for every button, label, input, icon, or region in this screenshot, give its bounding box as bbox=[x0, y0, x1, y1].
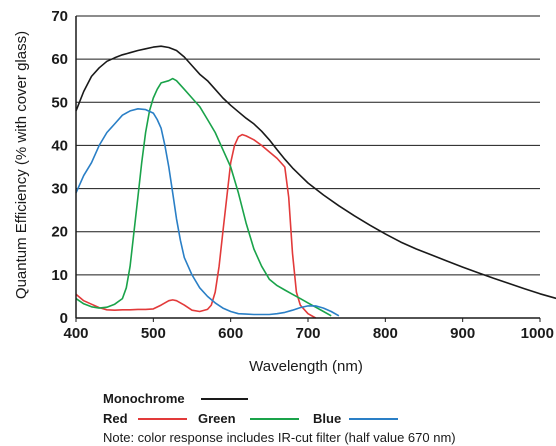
legend-blue-label: Blue bbox=[313, 411, 341, 426]
legend-green-label: Green bbox=[198, 411, 236, 426]
y-tick-label-60: 60 bbox=[51, 51, 68, 68]
axes bbox=[75, 16, 540, 319]
y-tick-label-0: 0 bbox=[60, 310, 68, 327]
y-tick-label-70: 70 bbox=[51, 8, 68, 25]
tick-labels: 0 10 20 30 40 50 60 70 400 500 600 700 800 900 1000 bbox=[51, 8, 554, 342]
x-tick-label-1000: 1000 bbox=[521, 325, 554, 342]
x-tick-label-700: 700 bbox=[295, 325, 320, 342]
x-tick-label-600: 600 bbox=[218, 325, 243, 342]
series-monochrome-line bbox=[75, 45, 556, 300]
series-blue-line bbox=[75, 108, 340, 317]
x-tick-label-900: 900 bbox=[450, 325, 475, 342]
series-red-line bbox=[75, 133, 317, 319]
y-tick-label-50: 50 bbox=[51, 94, 68, 111]
y-tick-label-40: 40 bbox=[51, 137, 68, 154]
x-tick-label-800: 800 bbox=[373, 325, 398, 342]
legend-note: Note: color response includes IR-cut fil… bbox=[103, 430, 456, 445]
legend-red-label: Red bbox=[103, 411, 128, 426]
x-axis-label: Wavelength (nm) bbox=[249, 358, 363, 375]
y-axis-label: Quantum Efficiency (% with cover glass) bbox=[13, 31, 30, 299]
y-tick-label-20: 20 bbox=[51, 224, 68, 241]
legend: Monochrome Red Green Blue Note: color re… bbox=[103, 391, 456, 445]
x-tick-label-500: 500 bbox=[141, 325, 166, 342]
legend-monochrome-label: Monochrome bbox=[103, 391, 185, 406]
gridlines bbox=[76, 15, 540, 276]
y-tick-label-10: 10 bbox=[51, 267, 68, 284]
x-tick-label-400: 400 bbox=[63, 325, 88, 342]
series-green-line bbox=[75, 77, 332, 317]
series-lines bbox=[75, 45, 556, 319]
y-tick-label-30: 30 bbox=[51, 181, 68, 198]
